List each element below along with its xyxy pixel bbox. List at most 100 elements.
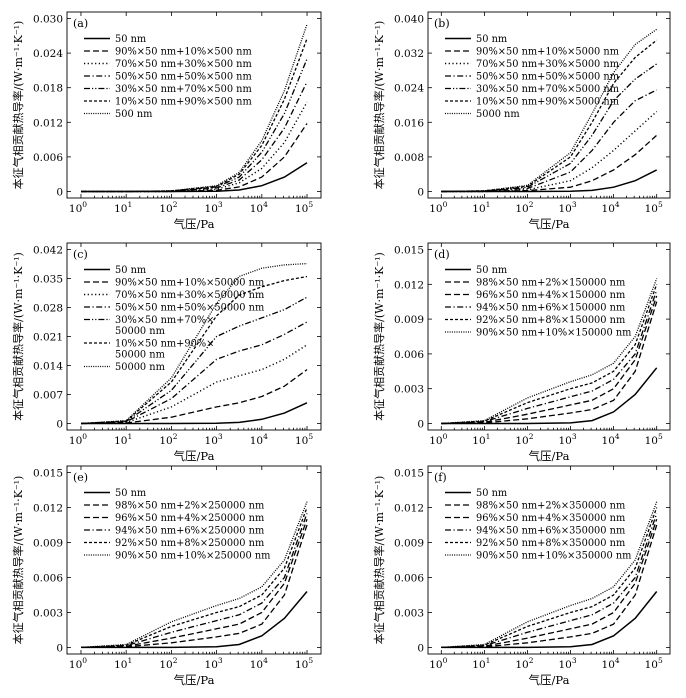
legend-label-line: 50 nm: [115, 265, 147, 276]
legend-label-line: 70%×50 nm+30%×5000 nm: [476, 59, 620, 70]
legend-label-line: 50 nm: [476, 34, 508, 45]
x-tick-label: 101: [114, 432, 132, 447]
x-tick-exponent: 0: [443, 656, 448, 665]
legend-label: 94%×50 nm+6%×150000 nm: [476, 303, 626, 314]
legend-label-line: 30%×50 nm+70%×: [115, 315, 214, 326]
legend-label-line: 90%×50 nm+10%×250000 nm: [115, 551, 271, 562]
x-axis-label: 气压/Pa: [174, 217, 215, 231]
x-tick-label: 104: [250, 200, 268, 215]
x-tick-label: 102: [159, 656, 177, 671]
legend-label-line: 30%×50 nm+70%×500 nm: [115, 84, 252, 95]
series-line: [80, 296, 308, 425]
series-line: [441, 524, 658, 649]
legend-label-line: 96%×50 nm+4%×150000 nm: [476, 290, 626, 301]
series-line: [441, 507, 658, 649]
legend-label-line: 96%×50 nm+4%×350000 nm: [476, 513, 626, 524]
legend-label: 90%×50 nm+10%×5000 nm: [476, 47, 620, 58]
legend-label: 94%×50 nm+6%×350000 nm: [476, 526, 626, 537]
x-tick-label: 101: [472, 656, 490, 671]
legend-label-line: 94%×50 nm+6%×150000 nm: [476, 303, 626, 314]
series-line: [441, 518, 658, 649]
y-tick-label: 0.015: [33, 468, 63, 480]
x-tick-exponent: 3: [572, 656, 577, 665]
y-tick-label: 0.014: [33, 360, 63, 372]
x-tick-label: 103: [205, 200, 223, 215]
y-tick-label: 0.008: [394, 152, 424, 164]
x-tick-label: 104: [602, 656, 620, 671]
y-axis-label: 本征气相贡献热导率/(W·m⁻¹·K⁻¹): [11, 476, 25, 645]
legend-label: 10%×50 nm+90%× 50000 nm: [115, 339, 214, 361]
plot-frame: [427, 465, 671, 655]
y-tick-label: 0.018: [33, 83, 63, 95]
legend-label-line: 50000 nm: [115, 326, 166, 337]
legend-label: 96%×50 nm+4%×250000 nm: [115, 513, 265, 524]
x-tick-exponent: 0: [82, 200, 87, 209]
x-tick-exponent: 0: [82, 432, 87, 441]
y-tick-label: 0: [56, 186, 63, 198]
y-tick-label: 0.006: [394, 572, 424, 584]
x-tick-exponent: 5: [658, 656, 663, 665]
x-tick-label: 102: [515, 432, 533, 447]
legend-label-line: 50 nm: [476, 265, 508, 276]
legend-label: 30%×50 nm+70%×500 nm: [115, 84, 252, 95]
legend-label-line: 94%×50 nm+6%×350000 nm: [476, 526, 626, 537]
x-tick-label: 105: [295, 200, 313, 215]
y-tick-label: 0.006: [33, 572, 63, 584]
legend-label: 50%×50 nm+50%×500 nm: [115, 72, 252, 83]
series-line: [80, 275, 308, 425]
x-tick-exponent: 3: [218, 656, 223, 665]
y-axis-label: 本征气相贡献热导率/(W·m⁻¹·K⁻¹): [372, 252, 386, 421]
x-tick-label: 104: [250, 432, 268, 447]
legend-label: 90%×50 nm+10%×500 nm: [115, 47, 252, 58]
legend-label: 10%×50 nm+90%×500 nm: [115, 97, 252, 108]
y-tick-label: 0.012: [33, 117, 63, 129]
x-tick-exponent: 2: [529, 656, 534, 665]
x-tick-exponent: 5: [658, 200, 663, 209]
series-line: [441, 110, 658, 193]
legend-label-line: 50000 nm: [115, 362, 166, 373]
x-tick-label: 105: [645, 432, 663, 447]
legend-label-line: 50%×50 nm+50%×5000 nm: [476, 72, 620, 83]
legend-label-line: 90%×50 nm+10%×150000 nm: [476, 328, 632, 339]
x-tick-exponent: 0: [443, 200, 448, 209]
x-tick-exponent: 2: [529, 200, 534, 209]
y-tick-label: 0.040: [394, 14, 424, 26]
y-axis-label: 本征气相贡献热导率/(W·m⁻¹·K⁻¹): [11, 21, 25, 190]
x-tick-exponent: 4: [263, 200, 268, 209]
x-tick-label: 100: [429, 432, 447, 447]
legend-label: 30%×50 nm+70%×5000 nm: [476, 84, 620, 95]
legend-label-line: 30%×50 nm+70%×5000 nm: [476, 84, 620, 95]
y-tick-label: 0.003: [33, 607, 63, 619]
legend-label-line: 5000 nm: [476, 109, 520, 120]
legend-label: 98%×50 nm+2%×250000 nm: [115, 501, 265, 512]
y-tick-label: 0.003: [394, 384, 424, 396]
x-tick-exponent: 0: [82, 656, 87, 665]
y-axis-label: 本征气相贡献热导率/(W·m⁻¹·K⁻¹): [372, 21, 386, 190]
legend-label-line: 92%×50 nm+8%×350000 nm: [476, 538, 626, 549]
panel-label: (d): [434, 248, 450, 261]
legend-label: 96%×50 nm+4%×350000 nm: [476, 513, 626, 524]
legend-label-line: 50%×50 nm+50%×500 nm: [115, 72, 252, 83]
series-line: [80, 262, 308, 425]
panel-label: (b): [434, 17, 450, 30]
x-tick-exponent: 4: [615, 200, 620, 209]
legend-label-line: 90%×50 nm+10%×350000 nm: [476, 551, 632, 562]
x-tick-exponent: 5: [308, 432, 313, 441]
x-tick-label: 105: [295, 432, 313, 447]
series-line: [441, 284, 658, 425]
series-line: [80, 321, 308, 425]
series-line: [441, 289, 658, 425]
x-tick-label: 101: [114, 656, 132, 671]
series-line: [81, 123, 308, 193]
series-line: [441, 301, 658, 425]
panel-label: (a): [73, 17, 88, 30]
legend-label: 50 nm: [115, 265, 147, 276]
legend-label: 50 nm: [476, 265, 508, 276]
x-axis-label: 气压/Pa: [529, 673, 570, 687]
series-line: [80, 344, 308, 425]
x-tick-exponent: 2: [173, 656, 178, 665]
x-tick-label: 102: [159, 200, 177, 215]
